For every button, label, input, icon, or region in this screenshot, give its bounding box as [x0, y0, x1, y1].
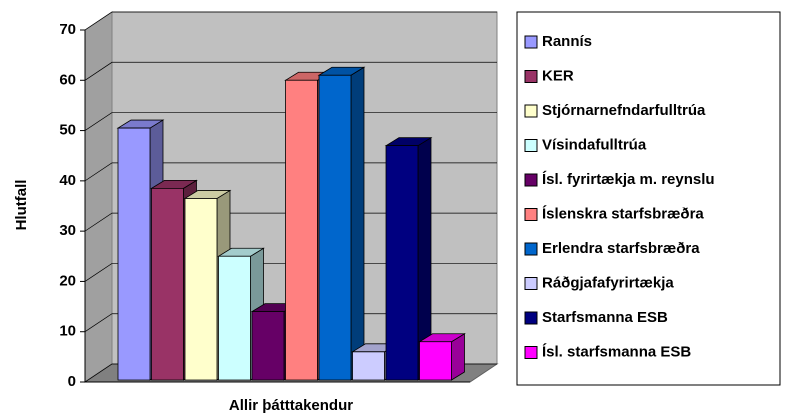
y-tick-label: 20	[59, 272, 76, 289]
bar	[317, 66, 366, 381]
legend-swatch	[524, 311, 538, 325]
legend-label: Vísindafulltrúa	[542, 136, 647, 153]
bar-face	[285, 79, 318, 381]
legend-label: Íslenskra starfsbræðra	[542, 205, 704, 222]
y-tick-label: 10	[59, 323, 76, 340]
legend-swatch	[524, 104, 538, 118]
grid-line	[84, 11, 497, 31]
legend-swatch	[524, 70, 538, 83]
legend-label: Erlendra starfsbræðra	[542, 240, 700, 257]
bar	[384, 136, 433, 381]
grid-line	[84, 112, 497, 131]
legend-label: KER	[542, 67, 574, 84]
bar-face	[318, 74, 352, 381]
legend-label: Ísl. fyrirtækja m. reynslu	[542, 171, 715, 188]
bar-face	[350, 66, 365, 381]
legend-label: Rannís	[542, 33, 592, 50]
bar-face	[251, 311, 285, 381]
legend-label: Ísl. starfsmanna ESB	[542, 343, 691, 360]
bar	[418, 333, 466, 381]
grid-line	[84, 212, 497, 232]
bar-face	[419, 341, 452, 381]
grid-line	[84, 263, 497, 282]
bar-face	[151, 187, 184, 381]
legend-swatch	[524, 173, 538, 187]
legend-swatch	[524, 242, 538, 256]
grid-line	[84, 61, 497, 81]
side-wall	[84, 11, 113, 383]
legend-swatch	[524, 277, 538, 290]
x-tick-label: Allir þátttakendur	[229, 397, 353, 414]
legend-swatch	[524, 208, 538, 221]
y-tick-label: 50	[59, 122, 76, 139]
y-tick-label: 60	[59, 71, 76, 88]
y-tick-label: 70	[59, 21, 76, 38]
legend-label: Stjórnarnefndarfulltrúa	[542, 102, 706, 119]
legend-swatch	[524, 35, 538, 49]
bar-face	[352, 351, 385, 381]
legend-label: Starfsmanna ESB	[542, 309, 668, 326]
y-axis-title: Hlutfall	[13, 180, 30, 231]
grid-line	[84, 162, 497, 182]
legend	[516, 11, 781, 386]
legend-label: Ráðgjafafyrirtækja	[542, 274, 674, 291]
y-tick-label: 40	[59, 172, 76, 189]
y-tick-label: 30	[59, 222, 76, 239]
grid-line	[84, 313, 497, 333]
y-tick-label: 0	[68, 373, 76, 390]
bar-face	[184, 198, 218, 381]
bar-face	[385, 145, 419, 381]
legend-swatch	[524, 346, 538, 359]
bar-face	[117, 127, 151, 381]
bar-face	[218, 255, 251, 381]
legend-swatch	[524, 139, 538, 152]
